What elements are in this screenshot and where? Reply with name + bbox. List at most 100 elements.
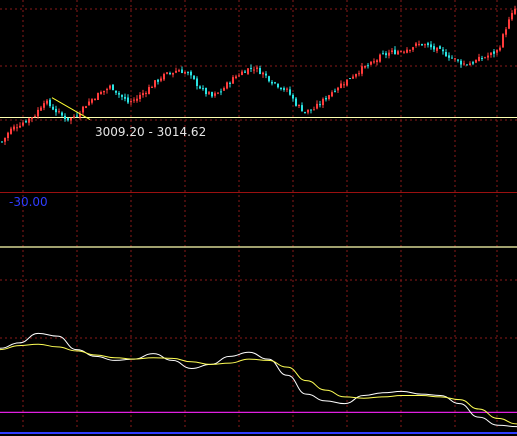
candle-body [148, 87, 150, 94]
candle-body [7, 132, 9, 139]
candle-body [82, 106, 84, 113]
candle-body [373, 61, 375, 63]
candle-body [391, 50, 393, 52]
candle-body [151, 86, 153, 88]
candle-body [337, 87, 339, 91]
candle-body [364, 65, 366, 68]
candle-body [253, 69, 255, 71]
candle-body [22, 122, 24, 126]
candle-body [10, 128, 12, 134]
candle-body [508, 19, 510, 29]
candle-body [415, 43, 417, 46]
candle-body [169, 73, 171, 75]
candle-body [88, 101, 90, 106]
candle-body [292, 94, 294, 99]
candle-body [331, 92, 333, 97]
candle-body [472, 62, 474, 64]
candle-body [61, 112, 63, 116]
indicator-panel [0, 246, 517, 428]
candle-body [1, 141, 3, 143]
candle-body [244, 71, 246, 73]
candle-body [349, 78, 351, 80]
candle-body [298, 105, 300, 107]
trendline [51, 97, 91, 121]
candle-body [220, 91, 222, 93]
candle-body [394, 49, 396, 55]
candle-body [376, 60, 378, 63]
candle-body [484, 57, 486, 59]
candle-body [58, 111, 60, 113]
candle-body [118, 93, 120, 95]
candle-body [328, 95, 330, 100]
candle-body [313, 109, 315, 111]
candle-body [430, 44, 432, 48]
candle-body [406, 49, 408, 53]
candle-body [250, 67, 252, 69]
candle-body [265, 73, 267, 76]
candle-body [478, 56, 480, 62]
candle-body [466, 64, 468, 66]
candle-body [235, 76, 237, 79]
candle-body [499, 47, 501, 51]
candle-body [262, 72, 264, 75]
candle-body [172, 72, 174, 75]
candle-body [217, 92, 219, 94]
candle-body [16, 127, 18, 129]
candle-body [388, 52, 390, 56]
candle-body [367, 65, 369, 67]
candle-body [163, 74, 165, 80]
candle-body [448, 55, 450, 58]
candle-body [355, 73, 357, 77]
candle-body [295, 98, 297, 106]
candle-body [52, 106, 54, 110]
candle-body [154, 80, 156, 87]
candle-body [511, 13, 513, 20]
candle-body [304, 111, 306, 113]
candle-body [277, 83, 279, 88]
candle-body [127, 97, 129, 103]
candle-body [343, 84, 345, 86]
candle-body [490, 52, 492, 56]
candle-body [361, 66, 363, 74]
candle-body [445, 52, 447, 57]
candle-body [451, 57, 453, 59]
candle-body [421, 43, 423, 46]
candle-body [136, 98, 138, 101]
candle-body [382, 53, 384, 55]
candle-body [268, 76, 270, 82]
candle-body [97, 93, 99, 100]
candle-body [190, 71, 192, 76]
candle-body [46, 100, 48, 104]
candle-body [28, 118, 30, 123]
candle-body [229, 82, 231, 84]
candle-body [454, 58, 456, 60]
candle-body [319, 104, 321, 106]
candle-body [505, 29, 507, 35]
candle-body [205, 87, 207, 95]
candle-body [199, 86, 201, 89]
candle-body [19, 125, 21, 128]
candle-body [400, 51, 402, 53]
candle-body [232, 77, 234, 84]
candle-body [202, 88, 204, 90]
candle-body [40, 107, 42, 111]
candle-body [334, 90, 336, 92]
candle-body [178, 70, 180, 72]
candle-body [424, 44, 426, 46]
indicator-series-line-slow [0, 343, 517, 425]
candle-body [412, 47, 414, 50]
candle-body [358, 73, 360, 75]
candle-body [247, 68, 249, 74]
candle-body [103, 90, 105, 93]
candle-body [109, 85, 111, 89]
candle-body [283, 88, 285, 90]
candle-body [256, 67, 258, 69]
candle-body [238, 75, 240, 77]
candle-body [403, 51, 405, 53]
candle-body [496, 49, 498, 53]
candle-body [13, 126, 15, 130]
candle-body [160, 78, 162, 81]
candle-body [49, 99, 51, 107]
candle-body [487, 55, 489, 58]
